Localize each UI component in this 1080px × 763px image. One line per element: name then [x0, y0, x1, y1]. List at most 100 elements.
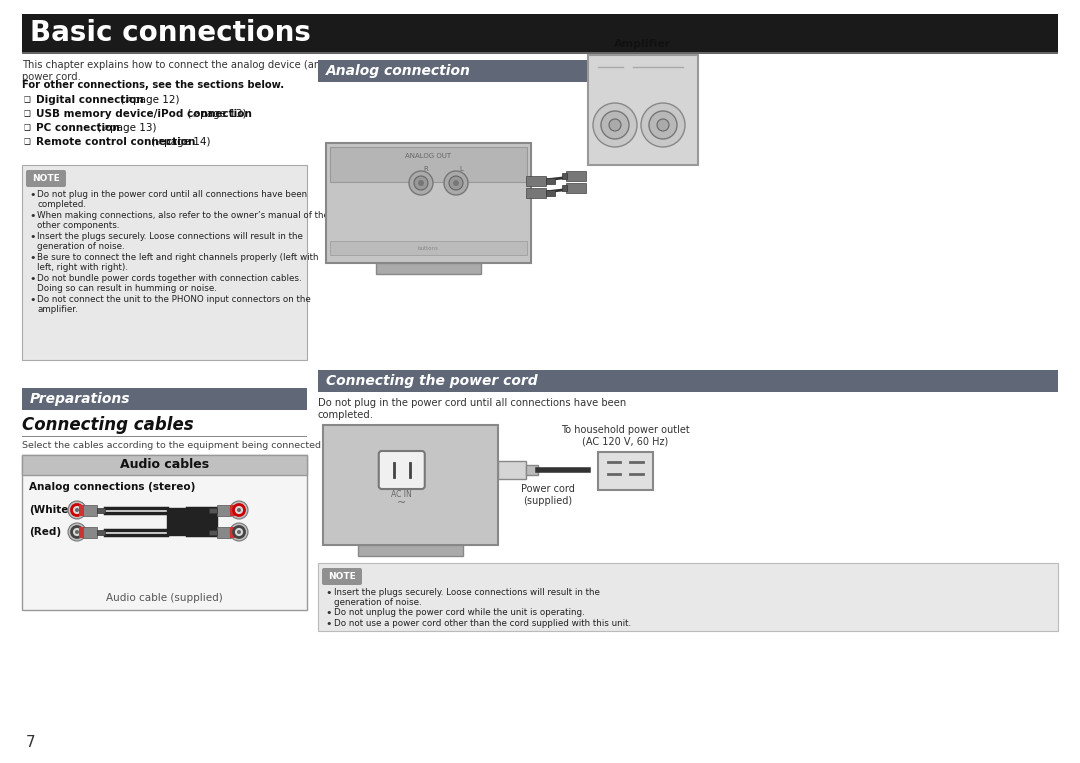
Text: Do not connect the unit to the PHONO input connectors on the
amplifier.: Do not connect the unit to the PHONO inp… [37, 295, 311, 314]
Text: ~: ~ [397, 498, 406, 508]
Text: (Red): (Red) [29, 527, 62, 537]
Bar [22, 14, 1058, 52]
Bar [588, 55, 698, 165]
Text: Do not plug in the power cord until all connections have been
completed.: Do not plug in the power cord until all … [37, 190, 307, 209]
Circle shape [409, 171, 433, 195]
Text: ❑: ❑ [24, 137, 31, 146]
Circle shape [68, 501, 86, 519]
Bar [357, 545, 463, 556]
Bar [217, 504, 231, 516]
Bar [217, 526, 231, 537]
Text: Do not use a power cord other than the cord supplied with this unit.: Do not use a power cord other than the c… [334, 619, 631, 628]
Bar [83, 504, 97, 516]
Circle shape [444, 171, 468, 195]
Text: •: • [29, 232, 36, 242]
Bar [79, 504, 84, 516]
Text: ANALOG OUT: ANALOG OUT [405, 153, 451, 159]
Text: (⇗page 14): (⇗page 14) [149, 137, 211, 147]
Circle shape [68, 523, 86, 541]
Circle shape [418, 180, 424, 186]
FancyBboxPatch shape [26, 170, 66, 187]
Bar [230, 526, 235, 537]
Text: ❑: ❑ [24, 95, 31, 104]
Text: USB memory device/iPod connection: USB memory device/iPod connection [36, 109, 252, 119]
Text: Connecting the power cord: Connecting the power cord [326, 374, 538, 388]
Circle shape [230, 523, 248, 541]
Circle shape [657, 119, 669, 131]
Text: Digital connection: Digital connection [36, 95, 144, 105]
Text: Insert the plugs securely. Loose connections will result in the
generation of no: Insert the plugs securely. Loose connect… [334, 588, 599, 607]
Text: (White): (White) [29, 505, 73, 515]
Circle shape [233, 526, 244, 537]
Bar [598, 452, 653, 490]
Text: (⇗page 12): (⇗page 12) [117, 95, 179, 105]
Text: When making connections, also refer to the owner’s manual of the
other component: When making connections, also refer to t… [37, 211, 329, 230]
Circle shape [230, 501, 248, 519]
Text: NOTE: NOTE [328, 572, 356, 581]
Text: AC IN: AC IN [391, 490, 413, 499]
Text: buttons: buttons [418, 246, 438, 250]
Text: Analog connections (stereo): Analog connections (stereo) [29, 482, 195, 492]
Text: Insert the plugs securely. Loose connections will result in the
generation of no: Insert the plugs securely. Loose connect… [37, 232, 302, 251]
Circle shape [609, 119, 621, 131]
Text: L: L [459, 166, 463, 172]
Text: Remote control connection: Remote control connection [36, 137, 195, 147]
Circle shape [75, 508, 79, 512]
Text: •: • [325, 588, 332, 598]
Bar [562, 185, 567, 191]
Bar [22, 52, 1058, 53]
Text: Analog connection: Analog connection [326, 64, 471, 78]
Bar [318, 60, 698, 82]
Text: Audio cables: Audio cables [120, 459, 210, 472]
Text: Amplifier: Amplifier [615, 39, 672, 49]
Text: •: • [29, 190, 36, 200]
Text: ❑: ❑ [24, 123, 31, 132]
FancyBboxPatch shape [379, 451, 424, 489]
Text: 7: 7 [26, 735, 36, 750]
Text: To household power outlet
(AC 120 V, 60 Hz): To household power outlet (AC 120 V, 60 … [562, 426, 690, 447]
Bar [22, 388, 307, 410]
Bar [566, 183, 586, 193]
Text: (⇗page 13): (⇗page 13) [185, 109, 247, 119]
Bar [546, 178, 555, 184]
Bar [526, 188, 546, 198]
Bar [230, 504, 235, 516]
Bar [546, 190, 555, 196]
Text: Basic connections: Basic connections [30, 19, 311, 47]
Text: •: • [29, 211, 36, 221]
Text: Select the cables according to the equipment being connected.: Select the cables according to the equip… [22, 441, 324, 450]
Bar [22, 436, 307, 437]
Bar [562, 173, 567, 179]
Text: •: • [325, 619, 332, 629]
Circle shape [649, 111, 677, 139]
Circle shape [237, 530, 241, 534]
Circle shape [453, 180, 459, 186]
Circle shape [71, 526, 82, 537]
Bar [97, 530, 105, 535]
Text: PC connection: PC connection [36, 123, 120, 133]
Bar [323, 425, 498, 545]
Bar [83, 526, 97, 537]
Bar [498, 461, 526, 479]
Bar [22, 455, 307, 610]
Bar [22, 455, 307, 475]
Bar [566, 171, 586, 181]
Circle shape [237, 508, 241, 512]
Bar [318, 370, 1058, 392]
Bar [210, 507, 217, 513]
Bar [526, 465, 538, 475]
Circle shape [642, 103, 685, 147]
Text: Power cord
(supplied): Power cord (supplied) [521, 484, 575, 506]
Bar [22, 165, 307, 360]
Circle shape [233, 504, 244, 516]
FancyBboxPatch shape [322, 568, 362, 585]
Bar [526, 176, 546, 186]
Text: Connecting cables: Connecting cables [22, 416, 193, 434]
Text: Be sure to connect the left and right channels properly (left with
left, right w: Be sure to connect the left and right ch… [37, 253, 319, 272]
Text: Audio cable (supplied): Audio cable (supplied) [106, 593, 222, 603]
Text: R: R [423, 166, 429, 172]
Text: •: • [325, 608, 332, 618]
Bar [330, 147, 527, 182]
Text: This chapter explains how to connect the analog device (amp) and
power cord.: This chapter explains how to connect the… [22, 60, 355, 82]
Text: NOTE: NOTE [32, 174, 59, 183]
